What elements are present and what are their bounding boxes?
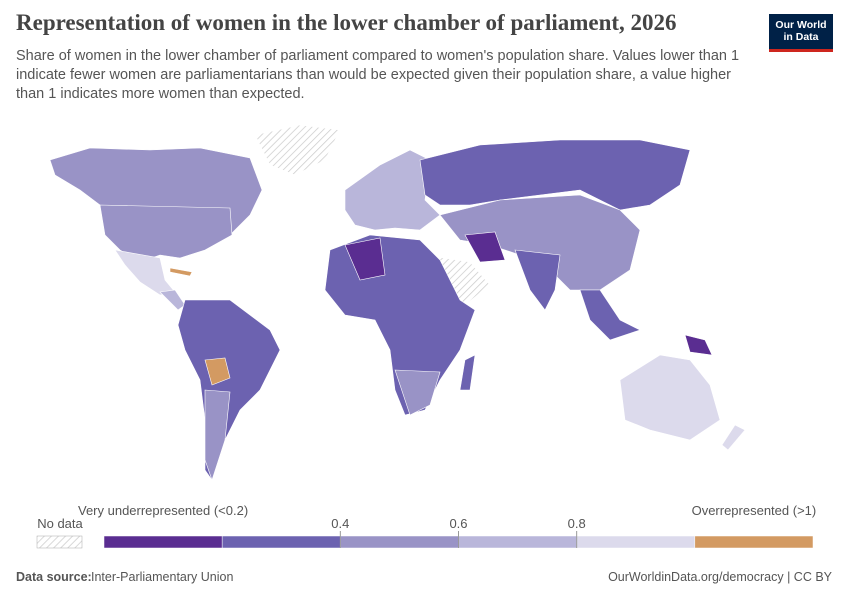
legend-bin-label: Very underrepresented (<0.2) (78, 503, 248, 518)
legend-tick-label: 0.4 (331, 516, 349, 531)
greenland (254, 124, 341, 176)
iran (464, 231, 506, 263)
southern-africa (394, 369, 441, 416)
legend-bin (576, 535, 696, 549)
cuba (169, 267, 193, 277)
source-label: Data source: (16, 570, 92, 584)
url[interactable]: OurWorldinData.org/democracy | CC BY (608, 570, 833, 584)
india (514, 249, 561, 311)
australia (619, 354, 721, 441)
legend-tick-label: 0.8 (568, 516, 586, 531)
bolivia (204, 357, 231, 386)
europe (344, 149, 441, 231)
new-zealand (721, 424, 746, 451)
papua (684, 334, 713, 356)
algeria (344, 237, 386, 281)
source: Inter-Parliamentary Union (91, 570, 233, 584)
logo-line: Our World (775, 19, 827, 31)
legend-tick-label: 0.6 (449, 516, 467, 531)
southeast-asia (579, 289, 641, 341)
chart-subtitle: Share of women in the lower chamber of p… (16, 48, 740, 102)
mexico (114, 249, 176, 296)
legend-bin (458, 535, 577, 549)
usa (99, 204, 233, 263)
south-america (177, 299, 281, 481)
legend-bin (103, 535, 223, 549)
legend-bin-label: Overrepresented (>1) (692, 503, 817, 518)
legend-bin (694, 535, 814, 549)
madagascar (459, 354, 476, 391)
legend-bin (221, 535, 341, 549)
chart-title: Representation of women in the lower cha… (16, 10, 677, 35)
legend-bin (340, 535, 459, 549)
legend: No data Very underrepresented (<0.2) Over… (36, 503, 817, 549)
logo[interactable]: Our World in Data (769, 14, 833, 52)
legend-no-data-label: No data (37, 516, 83, 531)
argentina (204, 389, 231, 481)
map (49, 124, 746, 481)
central-america (159, 289, 186, 311)
legend-no-data (36, 535, 83, 549)
logo-line: in Data (783, 31, 819, 43)
